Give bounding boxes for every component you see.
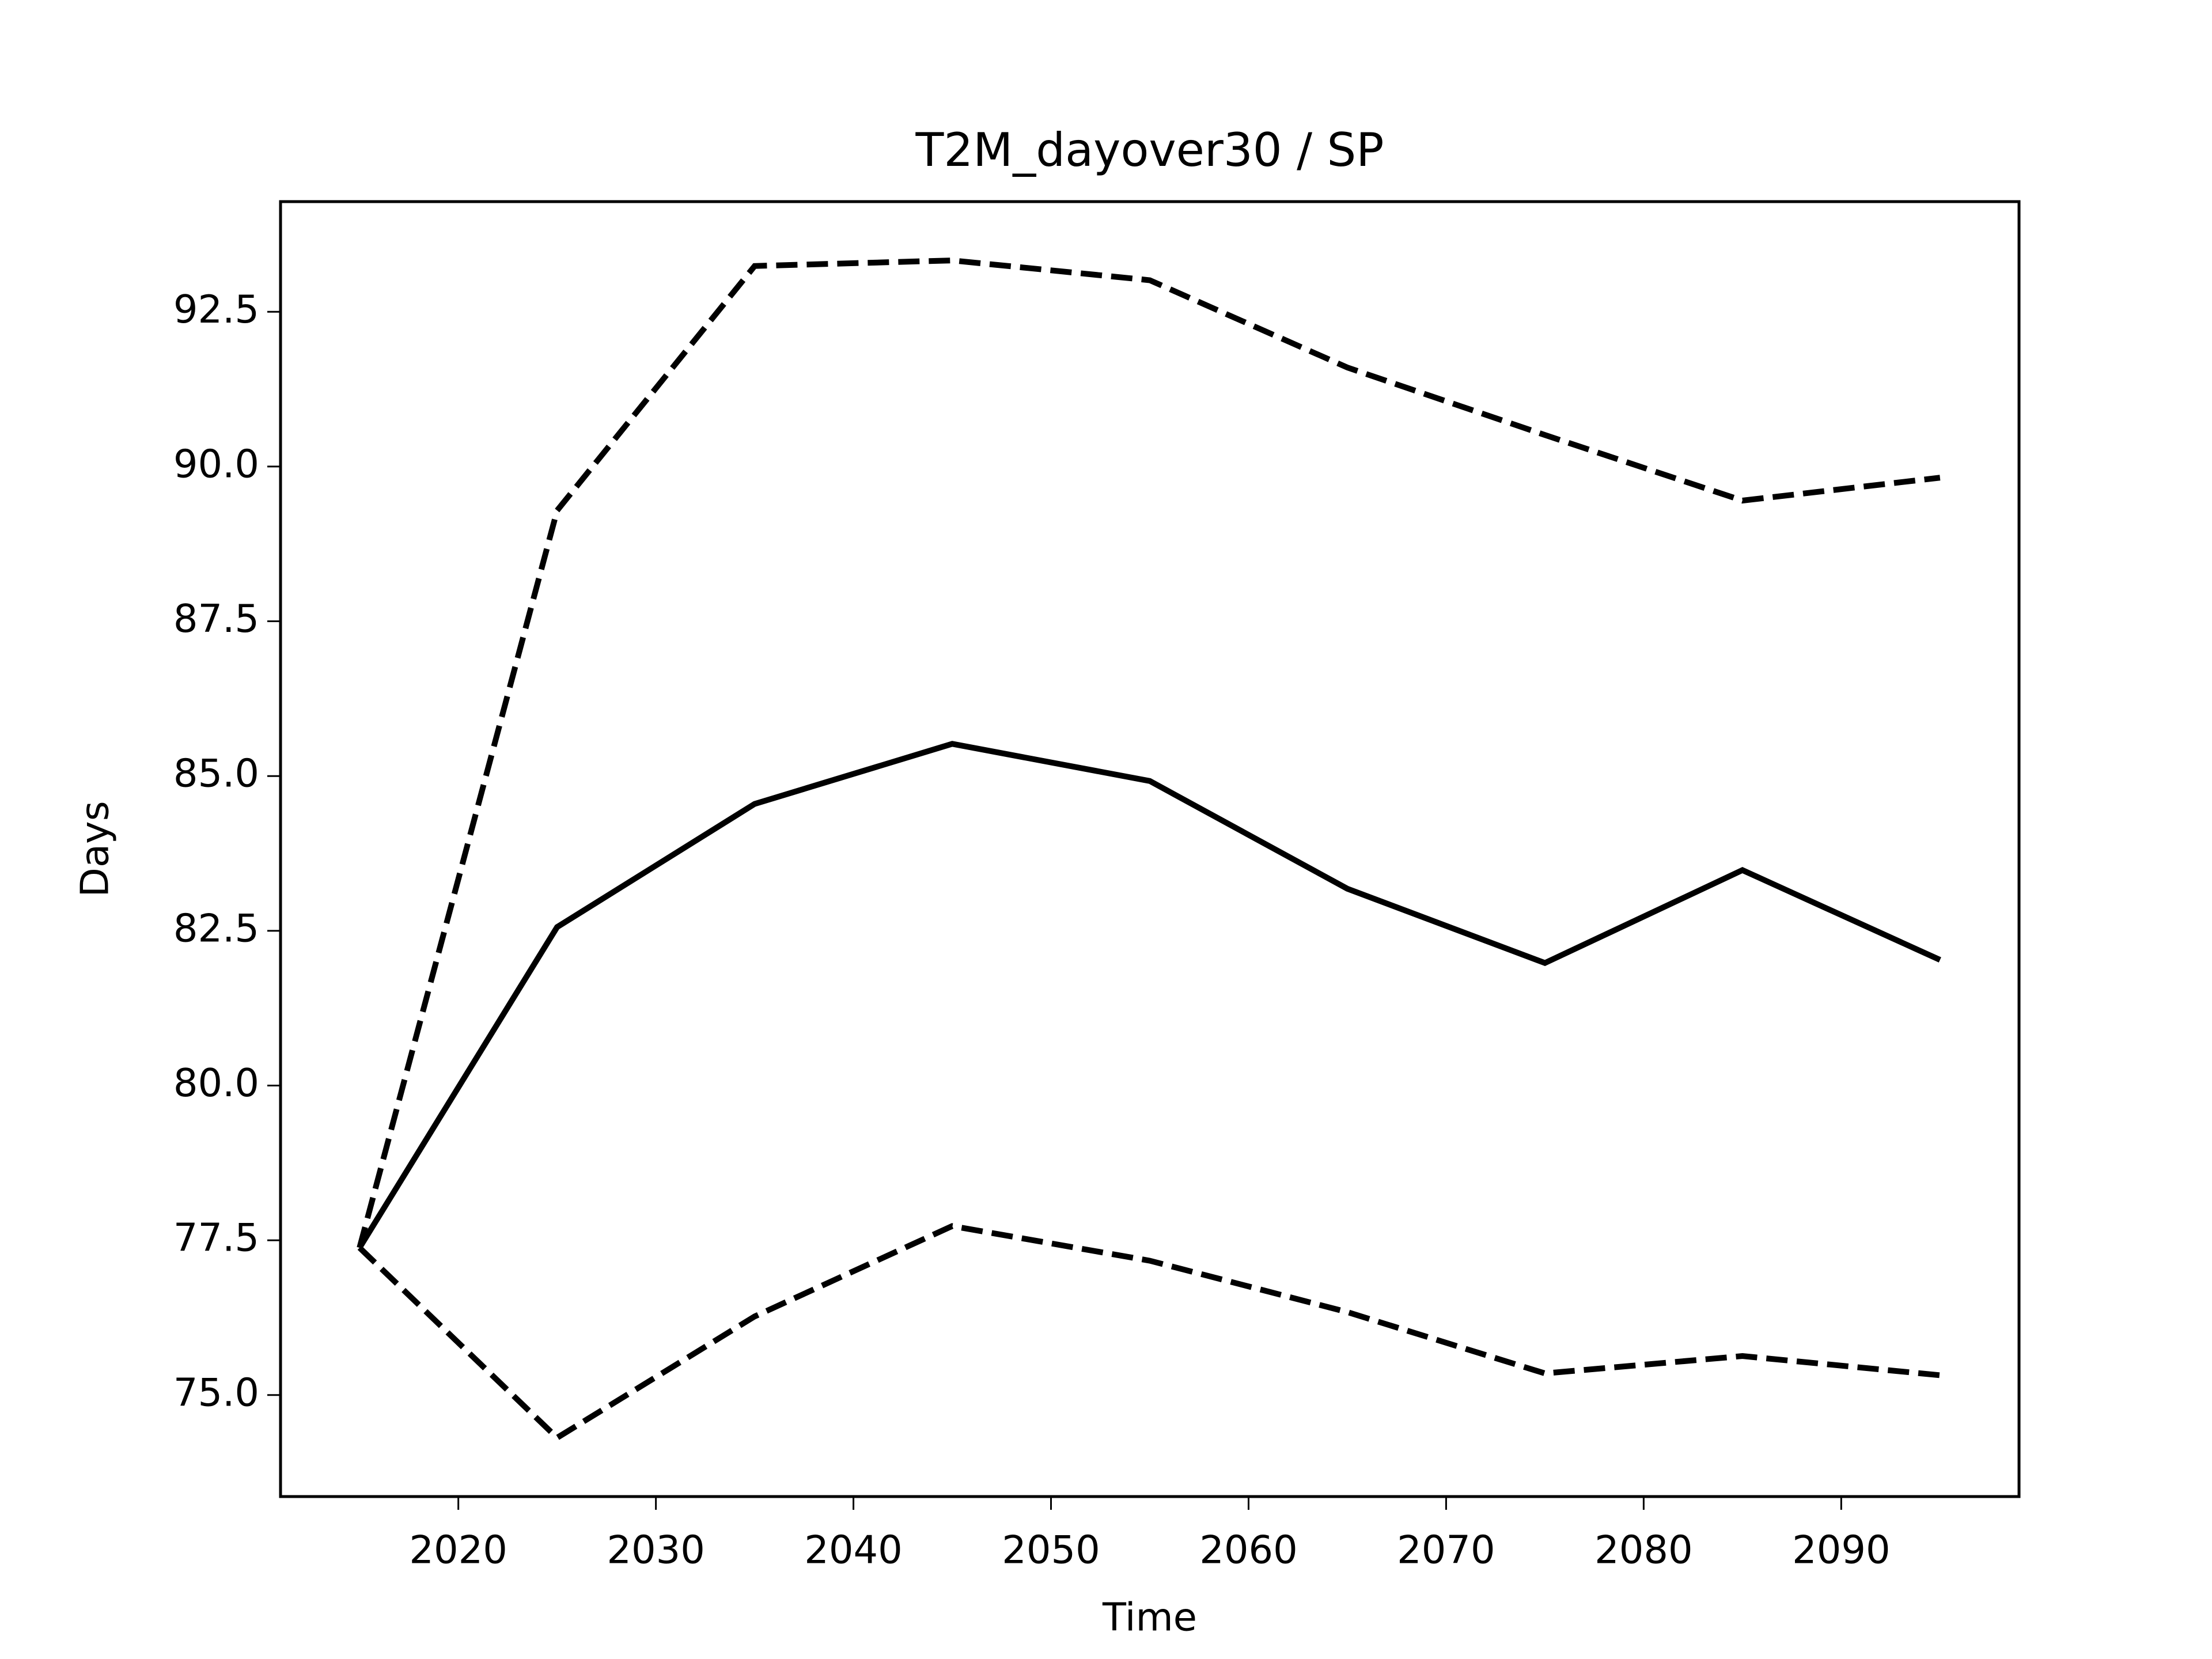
x-tick-label: 2030 xyxy=(607,1528,705,1573)
y-tick-label: 75.0 xyxy=(173,1370,259,1415)
plot-frame xyxy=(279,200,2021,1498)
y-tick-label: 80.0 xyxy=(173,1060,259,1105)
y-tick-label: 92.5 xyxy=(173,287,259,332)
x-tick-label: 2080 xyxy=(1594,1528,1693,1573)
y-tick-label: 85.0 xyxy=(173,751,259,796)
x-tick-label: 2060 xyxy=(1199,1528,1298,1573)
chart-title: T2M_dayover30 / SP xyxy=(915,123,1384,177)
y-tick-label: 82.5 xyxy=(173,906,259,950)
x-tick-label: 2050 xyxy=(1002,1528,1100,1573)
y-tick-label: 77.5 xyxy=(173,1215,259,1260)
series-line xyxy=(357,257,1941,1249)
y-tick-label: 87.5 xyxy=(173,596,259,641)
x-tick-label: 2020 xyxy=(409,1528,507,1573)
y-tick-label: 90.0 xyxy=(173,441,259,486)
x-axis-label: Time xyxy=(1102,1595,1197,1640)
series-line xyxy=(357,741,1941,1249)
x-tick-label: 2070 xyxy=(1397,1528,1495,1573)
series-line xyxy=(357,1223,1941,1442)
x-tick-label: 2040 xyxy=(804,1528,903,1573)
y-axis-label: Days xyxy=(73,801,118,897)
x-tick-label: 2090 xyxy=(1792,1528,1891,1573)
